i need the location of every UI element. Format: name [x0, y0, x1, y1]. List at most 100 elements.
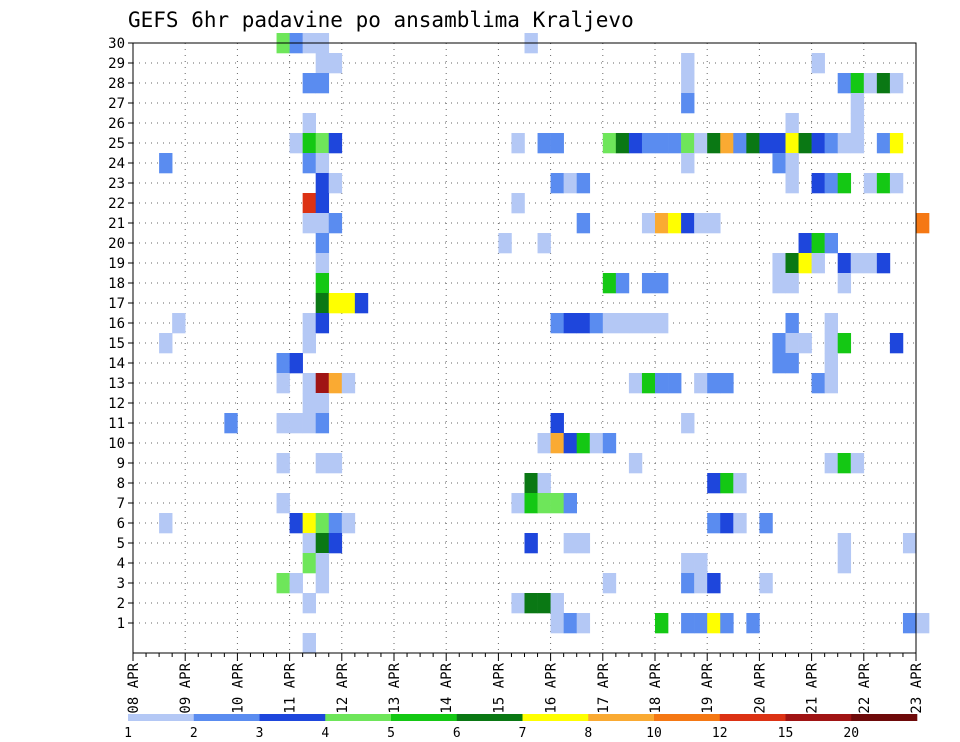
y-tick-label: 17 — [108, 296, 125, 312]
y-tick-label: 13 — [108, 376, 125, 392]
y-tick-label: 1 — [117, 616, 125, 632]
heatmap-cell — [315, 233, 330, 254]
legend-swatch — [193, 714, 260, 721]
heatmap-cell — [707, 473, 721, 494]
heatmap-cell — [772, 273, 786, 294]
heatmap-cell — [315, 293, 330, 314]
heatmap-cell — [315, 533, 330, 554]
heatmap-cell — [511, 133, 525, 154]
heatmap-cell — [824, 233, 838, 254]
heatmap-cell — [641, 373, 656, 394]
legend-label: 4 — [321, 726, 329, 741]
x-tick-label: 16 APR — [544, 662, 560, 713]
heatmap-cell — [876, 173, 891, 194]
heatmap-cell — [328, 373, 343, 394]
y-axis: 1234567891011121314151617181920212223242… — [108, 36, 133, 632]
heatmap-cell — [628, 373, 643, 394]
heatmap-cell — [720, 473, 734, 494]
heatmap-cell — [759, 573, 773, 594]
heatmap-cell — [837, 73, 852, 94]
heatmap-cell — [902, 533, 917, 554]
heatmap-cell — [681, 153, 695, 174]
heatmap-cell — [681, 133, 695, 154]
heatmap-cell — [655, 133, 669, 154]
heatmap-cell — [615, 273, 630, 294]
heatmap-cell — [837, 173, 852, 194]
heatmap-cell — [276, 493, 290, 514]
heatmap-cell — [302, 413, 316, 434]
heatmap-cell — [811, 373, 825, 394]
y-tick-label: 12 — [108, 396, 125, 412]
heatmap-cell — [524, 473, 538, 494]
legend-label: 1 — [124, 726, 132, 741]
heatmap-cell — [694, 133, 708, 154]
heatmap-cell — [511, 493, 525, 514]
heatmap-cell — [641, 273, 656, 294]
heatmap-cell — [824, 453, 838, 474]
heatmap-cell — [602, 573, 617, 594]
heatmap-cell — [328, 453, 343, 474]
x-tick-label: 14 APR — [439, 662, 455, 713]
heatmap-cell — [550, 593, 564, 614]
heatmap-cell — [302, 193, 316, 214]
heatmap-cell — [785, 253, 799, 274]
heatmap-cell — [837, 273, 852, 294]
heatmap-cell — [172, 313, 186, 334]
heatmap-cell — [772, 333, 786, 354]
y-tick-label: 25 — [108, 136, 125, 152]
heatmap-cell — [302, 533, 316, 554]
heatmap-cell — [289, 133, 303, 154]
heatmap-cell — [733, 133, 747, 154]
legend-swatch — [456, 714, 523, 721]
heatmap-cell — [537, 233, 551, 254]
heatmap-cell — [889, 173, 904, 194]
y-tick-label: 20 — [108, 236, 125, 252]
heatmap-cell — [876, 253, 891, 274]
heatmap-cell — [641, 313, 656, 334]
legend-label: 8 — [584, 726, 592, 741]
heatmap-cell — [668, 133, 682, 154]
heatmap-cell — [315, 73, 330, 94]
heatmap-cell — [850, 73, 865, 94]
heatmap-cell — [328, 533, 343, 554]
heatmap-cell — [772, 153, 786, 174]
heatmap-cell — [837, 533, 852, 554]
chart-title: GEFS 6hr padavine po ansamblima Kraljevo — [128, 8, 634, 32]
heatmap-cell — [720, 613, 734, 634]
heatmap-cell — [720, 373, 734, 394]
heatmap-cell — [707, 573, 721, 594]
heatmap-cell — [550, 493, 564, 514]
heatmap-cell — [589, 433, 604, 454]
heatmap-cell — [315, 313, 330, 334]
heatmap-cell — [511, 593, 525, 614]
heatmap-cell — [550, 433, 564, 454]
heatmap-cell — [315, 573, 330, 594]
heatmap-cell — [328, 173, 343, 194]
heatmap-cell — [563, 533, 577, 554]
heatmap-cell — [785, 313, 799, 334]
heatmap-cell — [733, 513, 747, 534]
heatmap-cell — [798, 233, 812, 254]
heatmap-cell — [537, 433, 551, 454]
heatmap-cell — [772, 133, 786, 154]
heatmap-cell — [302, 513, 316, 534]
x-tick-label: 20 APR — [752, 662, 768, 713]
y-tick-label: 28 — [108, 76, 125, 92]
legend-swatch — [654, 714, 721, 721]
heatmap-cell — [863, 73, 878, 94]
heatmap-cell — [276, 353, 290, 374]
y-tick-label: 23 — [108, 176, 125, 192]
heatmap-cell — [681, 553, 695, 574]
heatmap-cell — [889, 133, 904, 154]
legend-swatch — [719, 714, 786, 721]
heatmap-cell — [785, 113, 799, 134]
y-tick-label: 16 — [108, 316, 125, 332]
heatmap-cell — [289, 573, 303, 594]
heatmap-cell — [328, 53, 343, 74]
y-tick-label: 8 — [117, 476, 125, 492]
y-tick-label: 24 — [108, 156, 125, 172]
heatmap-cell — [589, 313, 604, 334]
heatmap-cell — [824, 373, 838, 394]
heatmap-cell — [576, 313, 591, 334]
heatmap-cell — [224, 413, 238, 434]
